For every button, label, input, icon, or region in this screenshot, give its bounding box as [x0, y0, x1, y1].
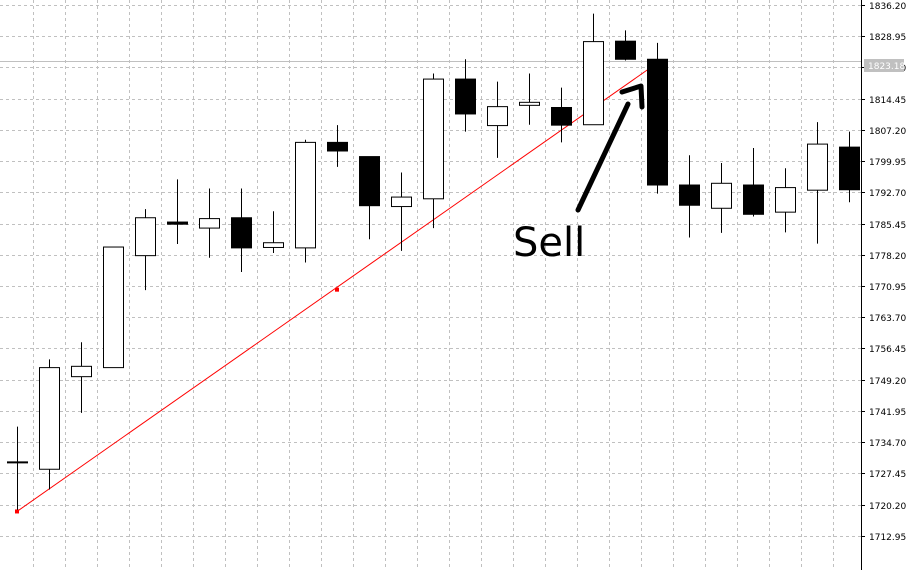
- candle: [327, 125, 348, 167]
- candle-body: [135, 217, 156, 257]
- candle-body: [39, 367, 60, 470]
- candle-body: [103, 246, 124, 369]
- trendline-anchor: [15, 509, 19, 514]
- candle: [583, 13, 604, 126]
- y-tick-label: 1828.95: [869, 33, 906, 43]
- candle-body: [231, 217, 252, 249]
- candle: [839, 131, 860, 203]
- candle: [679, 155, 700, 238]
- y-tick-label: 1712.95: [869, 533, 906, 543]
- candle-body: [807, 143, 828, 191]
- candle-body: [199, 218, 220, 229]
- candles: [7, 13, 860, 510]
- candle-body: [583, 41, 604, 126]
- candle-body: [327, 141, 348, 152]
- candle-body: [263, 242, 284, 248]
- candle: [487, 81, 508, 158]
- candle-body: [455, 78, 476, 115]
- y-tick-label: 1792.70: [869, 189, 906, 199]
- y-tick-label: 1734.70: [869, 439, 906, 449]
- candle-body: [519, 101, 540, 106]
- sell-arrow-head: [619, 83, 645, 110]
- trendline-segment: [16, 62, 658, 512]
- candle-body: [487, 106, 508, 127]
- y-tick-label: 1785.45: [869, 221, 906, 231]
- candle: [39, 359, 60, 490]
- candle: [615, 30, 636, 61]
- candle: [135, 209, 156, 291]
- current-price-tag-bg: [864, 59, 904, 72]
- candle: [103, 246, 124, 369]
- candle-body: [359, 156, 380, 207]
- candle-body: [551, 106, 572, 126]
- current-price-tag: 1823.18: [864, 59, 905, 72]
- candle-body: [679, 184, 700, 206]
- sell-annotation: Sell: [513, 83, 645, 266]
- y-tick-label: 1778.20: [869, 252, 906, 262]
- candle: [231, 188, 252, 273]
- current-price-value: 1823.18: [868, 62, 905, 72]
- grid: [0, 0, 861, 570]
- candle: [263, 211, 284, 254]
- y-tick-label: 1807.20: [869, 127, 906, 137]
- candle-body: [839, 146, 860, 191]
- y-tick-label: 1814.45: [869, 96, 906, 106]
- candle-body: [295, 141, 316, 249]
- candle: [775, 168, 796, 233]
- candle: [423, 73, 444, 229]
- candle: [167, 179, 188, 245]
- candle: [743, 147, 764, 217]
- trendline-anchor: [335, 287, 339, 292]
- y-tick-label: 1756.45: [869, 345, 906, 355]
- candle: [199, 188, 220, 258]
- candle-body: [743, 184, 764, 215]
- y-tick-label: 1836.20: [869, 2, 906, 12]
- candle: [455, 59, 476, 132]
- y-tick-label: 1799.95: [869, 158, 906, 168]
- y-tick-label: 1770.95: [869, 283, 906, 293]
- y-tick-label: 1763.70: [869, 314, 906, 324]
- candle: [359, 156, 380, 240]
- candle: [519, 73, 540, 125]
- y-tick-label: 1749.20: [869, 377, 906, 387]
- y-tick-label: 1741.95: [869, 408, 906, 418]
- candle-body: [167, 221, 188, 225]
- candle-body: [615, 40, 636, 60]
- candle: [7, 426, 28, 510]
- candle: [391, 172, 412, 251]
- candle: [647, 42, 668, 194]
- candle: [71, 342, 92, 413]
- candle-body: [423, 78, 444, 200]
- candle-body: [71, 365, 92, 378]
- sell-arrow-shaft: [575, 101, 631, 213]
- candle: [807, 122, 828, 244]
- candle-body: [711, 182, 732, 209]
- candle-body: [391, 196, 412, 208]
- y-tick-label: 1720.20: [869, 502, 906, 512]
- sell-label: Sell: [513, 220, 585, 266]
- candle-body: [775, 187, 796, 213]
- candle-body: [647, 58, 668, 186]
- candle: [551, 87, 572, 143]
- candle: [295, 139, 316, 263]
- candle: [711, 163, 732, 233]
- y-tick-label: 1727.45: [869, 470, 906, 480]
